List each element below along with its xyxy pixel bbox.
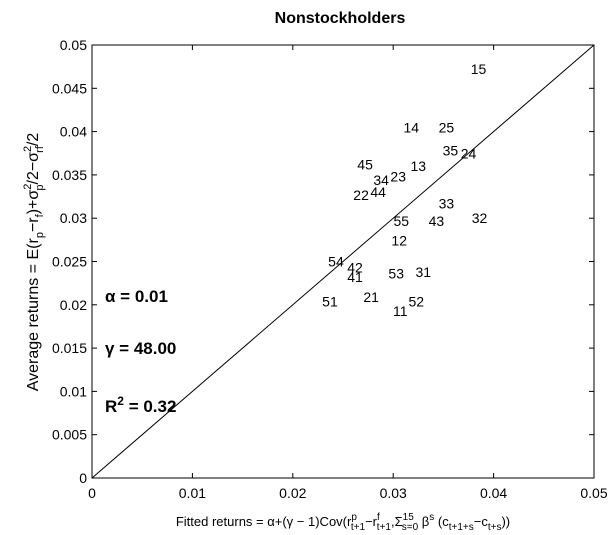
data-point-52: 52 xyxy=(409,293,425,309)
y-tick-label: 0.04 xyxy=(60,124,87,140)
data-point-31: 31 xyxy=(416,264,432,280)
data-point-32: 32 xyxy=(472,210,488,226)
data-point-53: 53 xyxy=(388,266,404,282)
data-point-25: 25 xyxy=(439,119,455,135)
data-point-21: 21 xyxy=(363,289,379,305)
reference-diagonal-line xyxy=(91,44,595,479)
data-point-34: 34 xyxy=(373,172,389,188)
y-tick-label: 0.03 xyxy=(60,210,87,226)
data-point-23: 23 xyxy=(390,169,406,185)
data-point-12: 12 xyxy=(391,233,407,249)
x-axis-ticks: 0 0.01 0.02 0.03 0.04 0.05 xyxy=(88,45,608,501)
x-tick-label: 0.03 xyxy=(380,485,407,501)
r-squared-annotation: R2 = 0.32 xyxy=(105,394,176,416)
y-tick-label: 0.015 xyxy=(52,340,87,356)
x-tick-label: 0 xyxy=(88,485,96,501)
chart-title: Nonstockholders xyxy=(275,10,406,27)
data-point-42: 42 xyxy=(347,260,363,276)
x-axis-label: Fitted returns = α+(γ − 1)Cov(rp t+1−rf t+… xyxy=(176,512,510,533)
data-point-44: 44 xyxy=(370,184,386,200)
y-axis-label: Average returns = E(rp−rf)+σ2p/2−σ2rf/2 xyxy=(22,133,46,392)
data-point-41: 41 xyxy=(347,269,363,285)
y-tick-label: 0.005 xyxy=(52,427,87,443)
data-point-24: 24 xyxy=(461,145,477,161)
data-point-22: 22 xyxy=(353,187,369,203)
data-point-15: 15 xyxy=(471,61,487,77)
data-point-35: 35 xyxy=(443,143,459,159)
data-point-55: 55 xyxy=(393,213,409,229)
data-point-13: 13 xyxy=(411,158,427,174)
r-squared-exponent: 2 xyxy=(117,394,124,408)
y-tick-label: 0.02 xyxy=(60,297,87,313)
y-tick-label: 0.035 xyxy=(52,167,87,183)
data-point-54: 54 xyxy=(328,254,344,270)
r-squared-value: = 0.32 xyxy=(124,397,176,416)
alpha-annotation: α = 0.01 xyxy=(105,287,168,306)
data-point-33: 33 xyxy=(439,195,455,211)
data-point-45: 45 xyxy=(357,157,373,173)
data-point-43: 43 xyxy=(429,213,445,229)
y-tick-label: 0.01 xyxy=(60,383,87,399)
data-point-11: 11 xyxy=(393,303,408,319)
r-squared-base: R xyxy=(105,397,117,416)
y-tick-label: 0.045 xyxy=(52,80,87,96)
y-tick-label: 0.05 xyxy=(60,37,87,53)
y-tick-label: 0.025 xyxy=(52,254,87,270)
y-axis-ticks: 0 0.005 0.01 0.015 0.02 0.025 0.03 0.035 0.04 0.0… xyxy=(52,37,594,486)
data-point-51: 51 xyxy=(322,293,338,309)
x-tick-label: 0.04 xyxy=(480,485,507,501)
x-tick-label: 0.01 xyxy=(179,485,206,501)
x-tick-label: 0.05 xyxy=(580,485,607,501)
gamma-annotation: γ = 48.00 xyxy=(105,339,176,358)
y-tick-label: 0 xyxy=(79,470,87,486)
data-point-14: 14 xyxy=(403,119,419,135)
x-tick-label: 0.02 xyxy=(279,485,306,501)
